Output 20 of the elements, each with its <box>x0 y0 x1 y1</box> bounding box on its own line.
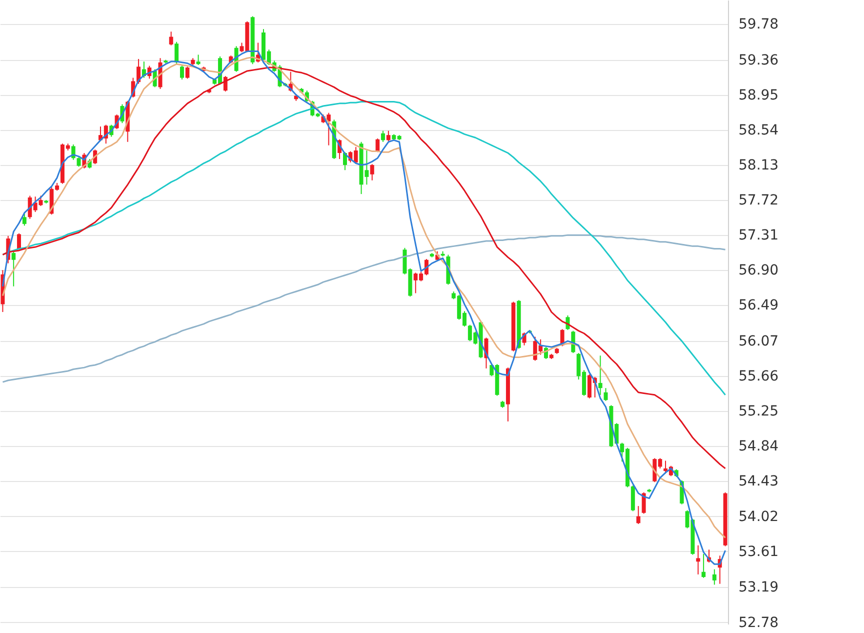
y-tick-label: 53.19 <box>738 580 779 596</box>
y-tick-label: 56.90 <box>738 262 779 279</box>
y-tick-label: 53.61 <box>738 544 779 560</box>
y-tick-label: 52.78 <box>738 614 779 631</box>
y-tick-label: 58.13 <box>738 157 779 174</box>
y-tick-label: 54.43 <box>738 474 779 490</box>
y-tick-label: 56.07 <box>738 334 779 350</box>
line-series <box>2 234 726 383</box>
y-tick-label: 59.36 <box>738 52 779 68</box>
y-tick-label: 55.66 <box>738 368 779 385</box>
y-tick-label: 58.95 <box>738 87 779 104</box>
y-tick-label: 58.54 <box>738 122 779 138</box>
y-tick-label: 57.72 <box>738 192 779 209</box>
y-tick-label: 59.78 <box>738 16 779 32</box>
line-series <box>2 66 726 470</box>
y-tick-label: 55.25 <box>738 404 779 420</box>
y-tick-label: 54.02 <box>738 508 779 525</box>
y-tick-label: 56.49 <box>738 298 779 314</box>
y-tick-label: 57.31 <box>738 228 779 244</box>
y-tick-label: 54.84 <box>738 438 779 455</box>
